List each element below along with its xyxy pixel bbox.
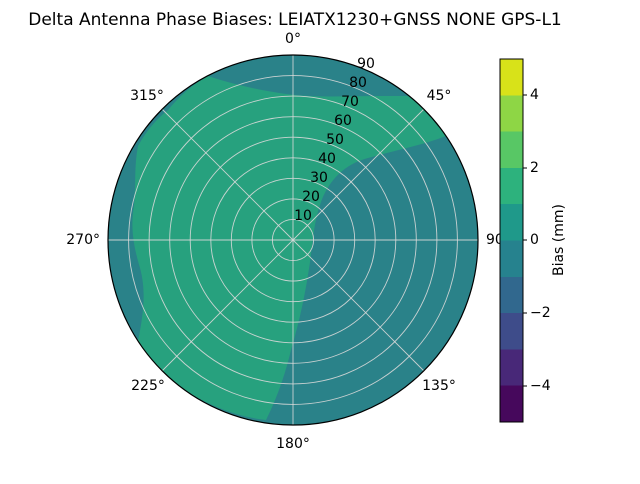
colorbar: 4 2 0 −2 −4 Bias (mm) — [499, 58, 567, 423]
colorbar-tick-0: 0 — [530, 232, 539, 248]
polar-grid — [108, 55, 478, 425]
colorbar-tick-4: 4 — [530, 87, 539, 103]
radial-label-50: 50 — [326, 132, 344, 148]
azimuth-label-225: 225° — [131, 378, 165, 394]
radial-label-10: 10 — [294, 208, 312, 224]
radial-label-80: 80 — [349, 75, 367, 91]
radial-label-30: 30 — [310, 170, 328, 186]
azimuth-label-0: 0° — [285, 31, 301, 47]
azimuth-label-270: 270° — [66, 232, 100, 248]
colorbar-tick-labels: 4 2 0 −2 −4 — [530, 87, 551, 394]
colorbar-ticks — [523, 94, 527, 387]
chart-title: Delta Antenna Phase Biases: LEIATX1230+G… — [28, 10, 561, 30]
azimuth-label-45: 45° — [427, 88, 452, 104]
colorbar-tick-2: 2 — [530, 160, 539, 176]
radial-label-20: 20 — [302, 189, 320, 205]
radial-label-40: 40 — [318, 151, 336, 167]
radial-label-60: 60 — [334, 113, 352, 129]
colorbar-gradient — [499, 58, 524, 423]
radial-tick-labels: 10 20 30 40 50 60 70 80 90 — [294, 56, 375, 224]
colorbar-tick-neg2: −2 — [530, 305, 551, 321]
contour-green-region — [132, 76, 446, 420]
colorbar-axis-label: Bias (mm) — [551, 204, 567, 276]
polar-axis-outline — [107, 54, 479, 426]
azimuth-label-180: 180° — [276, 436, 310, 452]
azimuth-label-135: 135° — [422, 378, 456, 394]
azimuth-label-315: 315° — [130, 88, 164, 104]
colorbar-tick-neg4: −4 — [530, 378, 551, 394]
radial-label-90: 90 — [357, 56, 375, 72]
radial-label-70: 70 — [341, 94, 359, 110]
